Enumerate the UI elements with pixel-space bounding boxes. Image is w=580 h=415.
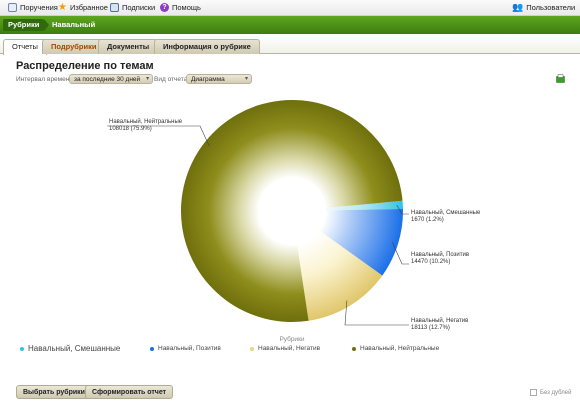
breadcrumb: Рубрики Навальный bbox=[0, 16, 580, 34]
view-select[interactable]: Диаграмма ▾ bbox=[186, 74, 252, 84]
document-icon bbox=[8, 3, 17, 12]
callout-positive: Навальный, Позитив 14470 (10.2%) bbox=[411, 251, 469, 265]
callout-value: 14470 (10.2%) bbox=[411, 259, 450, 265]
select-rubrics-button[interactable]: Выбрать рубрики bbox=[16, 385, 92, 399]
tab-bar: Отчеты Подрубрики Документы Информация о… bbox=[0, 34, 580, 55]
callout-value: 108018 (75.9%) bbox=[109, 126, 152, 132]
top-toolbar: Поручения ★ Избранное Подписки ? Помощь … bbox=[0, 0, 580, 16]
build-report-button[interactable]: Сформировать отчет bbox=[85, 385, 174, 399]
tab-rubric-info[interactable]: Информация о рубрике bbox=[154, 39, 260, 54]
callout-mixed: Навальный, Смешанные 1670 (1.2%) bbox=[411, 209, 481, 223]
callout-name: Навальный, Негатив bbox=[411, 317, 468, 324]
legend-item-negative[interactable]: Навальный, Негатив bbox=[250, 345, 320, 352]
legend-dot bbox=[150, 346, 154, 351]
no-duplicates-toggle[interactable]: Без дублей bbox=[530, 389, 572, 396]
users-icon: 👥 bbox=[512, 2, 524, 12]
callout-value: 18113 (12.7%) bbox=[411, 325, 450, 331]
help-icon: ? bbox=[160, 3, 169, 12]
legend-item-neutral[interactable]: Навальный, Нейтральные bbox=[352, 345, 439, 352]
callout-name: Навальный, Смешанные bbox=[411, 209, 481, 216]
pie-slice-negative[interactable] bbox=[297, 230, 383, 321]
subscriptions-icon bbox=[110, 3, 119, 12]
callout-name: Навальный, Позитив bbox=[411, 251, 469, 258]
chevron-down-icon: ▾ bbox=[244, 76, 248, 82]
page-title: Распределение по темам bbox=[16, 60, 154, 72]
interval-select[interactable]: за последние 30 дней ▾ bbox=[69, 74, 154, 84]
callout-value: 1670 (1.2%) bbox=[411, 217, 444, 223]
no-duplicates-checkbox[interactable] bbox=[530, 389, 537, 396]
legend-item-positive[interactable]: Навальный, Позитив bbox=[150, 345, 221, 352]
topbar-item-favorites[interactable]: ★ Избранное bbox=[58, 2, 108, 13]
export-excel-icon[interactable] bbox=[556, 74, 565, 83]
callout-name: Навальный, Нейтральные bbox=[109, 118, 183, 125]
pie-slice-mixed[interactable] bbox=[325, 200, 403, 211]
callout-leader-line bbox=[391, 242, 409, 265]
pie-slice-positive[interactable] bbox=[319, 208, 404, 276]
callout-leader-line bbox=[107, 125, 210, 147]
star-icon: ★ bbox=[58, 2, 67, 13]
callout-leader-line bbox=[344, 300, 409, 326]
interval-label: Интервал времени bbox=[16, 76, 73, 83]
legend-dot bbox=[352, 346, 356, 351]
legend-dot bbox=[250, 346, 254, 351]
topbar-item-help[interactable]: ? Помощь bbox=[160, 3, 201, 12]
callout-neutral: Навальный, Нейтральные 108018 (75.9%) bbox=[109, 118, 183, 132]
view-label: Вид отчета bbox=[154, 76, 188, 83]
topbar-item-assignments[interactable]: Поручения bbox=[8, 3, 58, 12]
topbar-item-subscriptions[interactable]: Подписки bbox=[110, 3, 155, 12]
callout-negative: Навальный, Негатив 18113 (12.7%) bbox=[411, 317, 468, 331]
breadcrumb-root[interactable]: Рубрики bbox=[3, 19, 50, 31]
chart-x-label: Рубрики bbox=[279, 335, 304, 343]
legend-item-mixed[interactable]: Навальный, Смешанные bbox=[20, 344, 120, 353]
topbar-item-users[interactable]: 👥 Пользователи bbox=[512, 2, 576, 13]
legend-dot bbox=[20, 346, 24, 351]
chevron-down-icon: ▾ bbox=[146, 76, 150, 82]
pie-slice-neutral[interactable] bbox=[181, 100, 403, 323]
callout-leader-line bbox=[396, 205, 409, 215]
breadcrumb-current: Навальный bbox=[52, 20, 96, 29]
